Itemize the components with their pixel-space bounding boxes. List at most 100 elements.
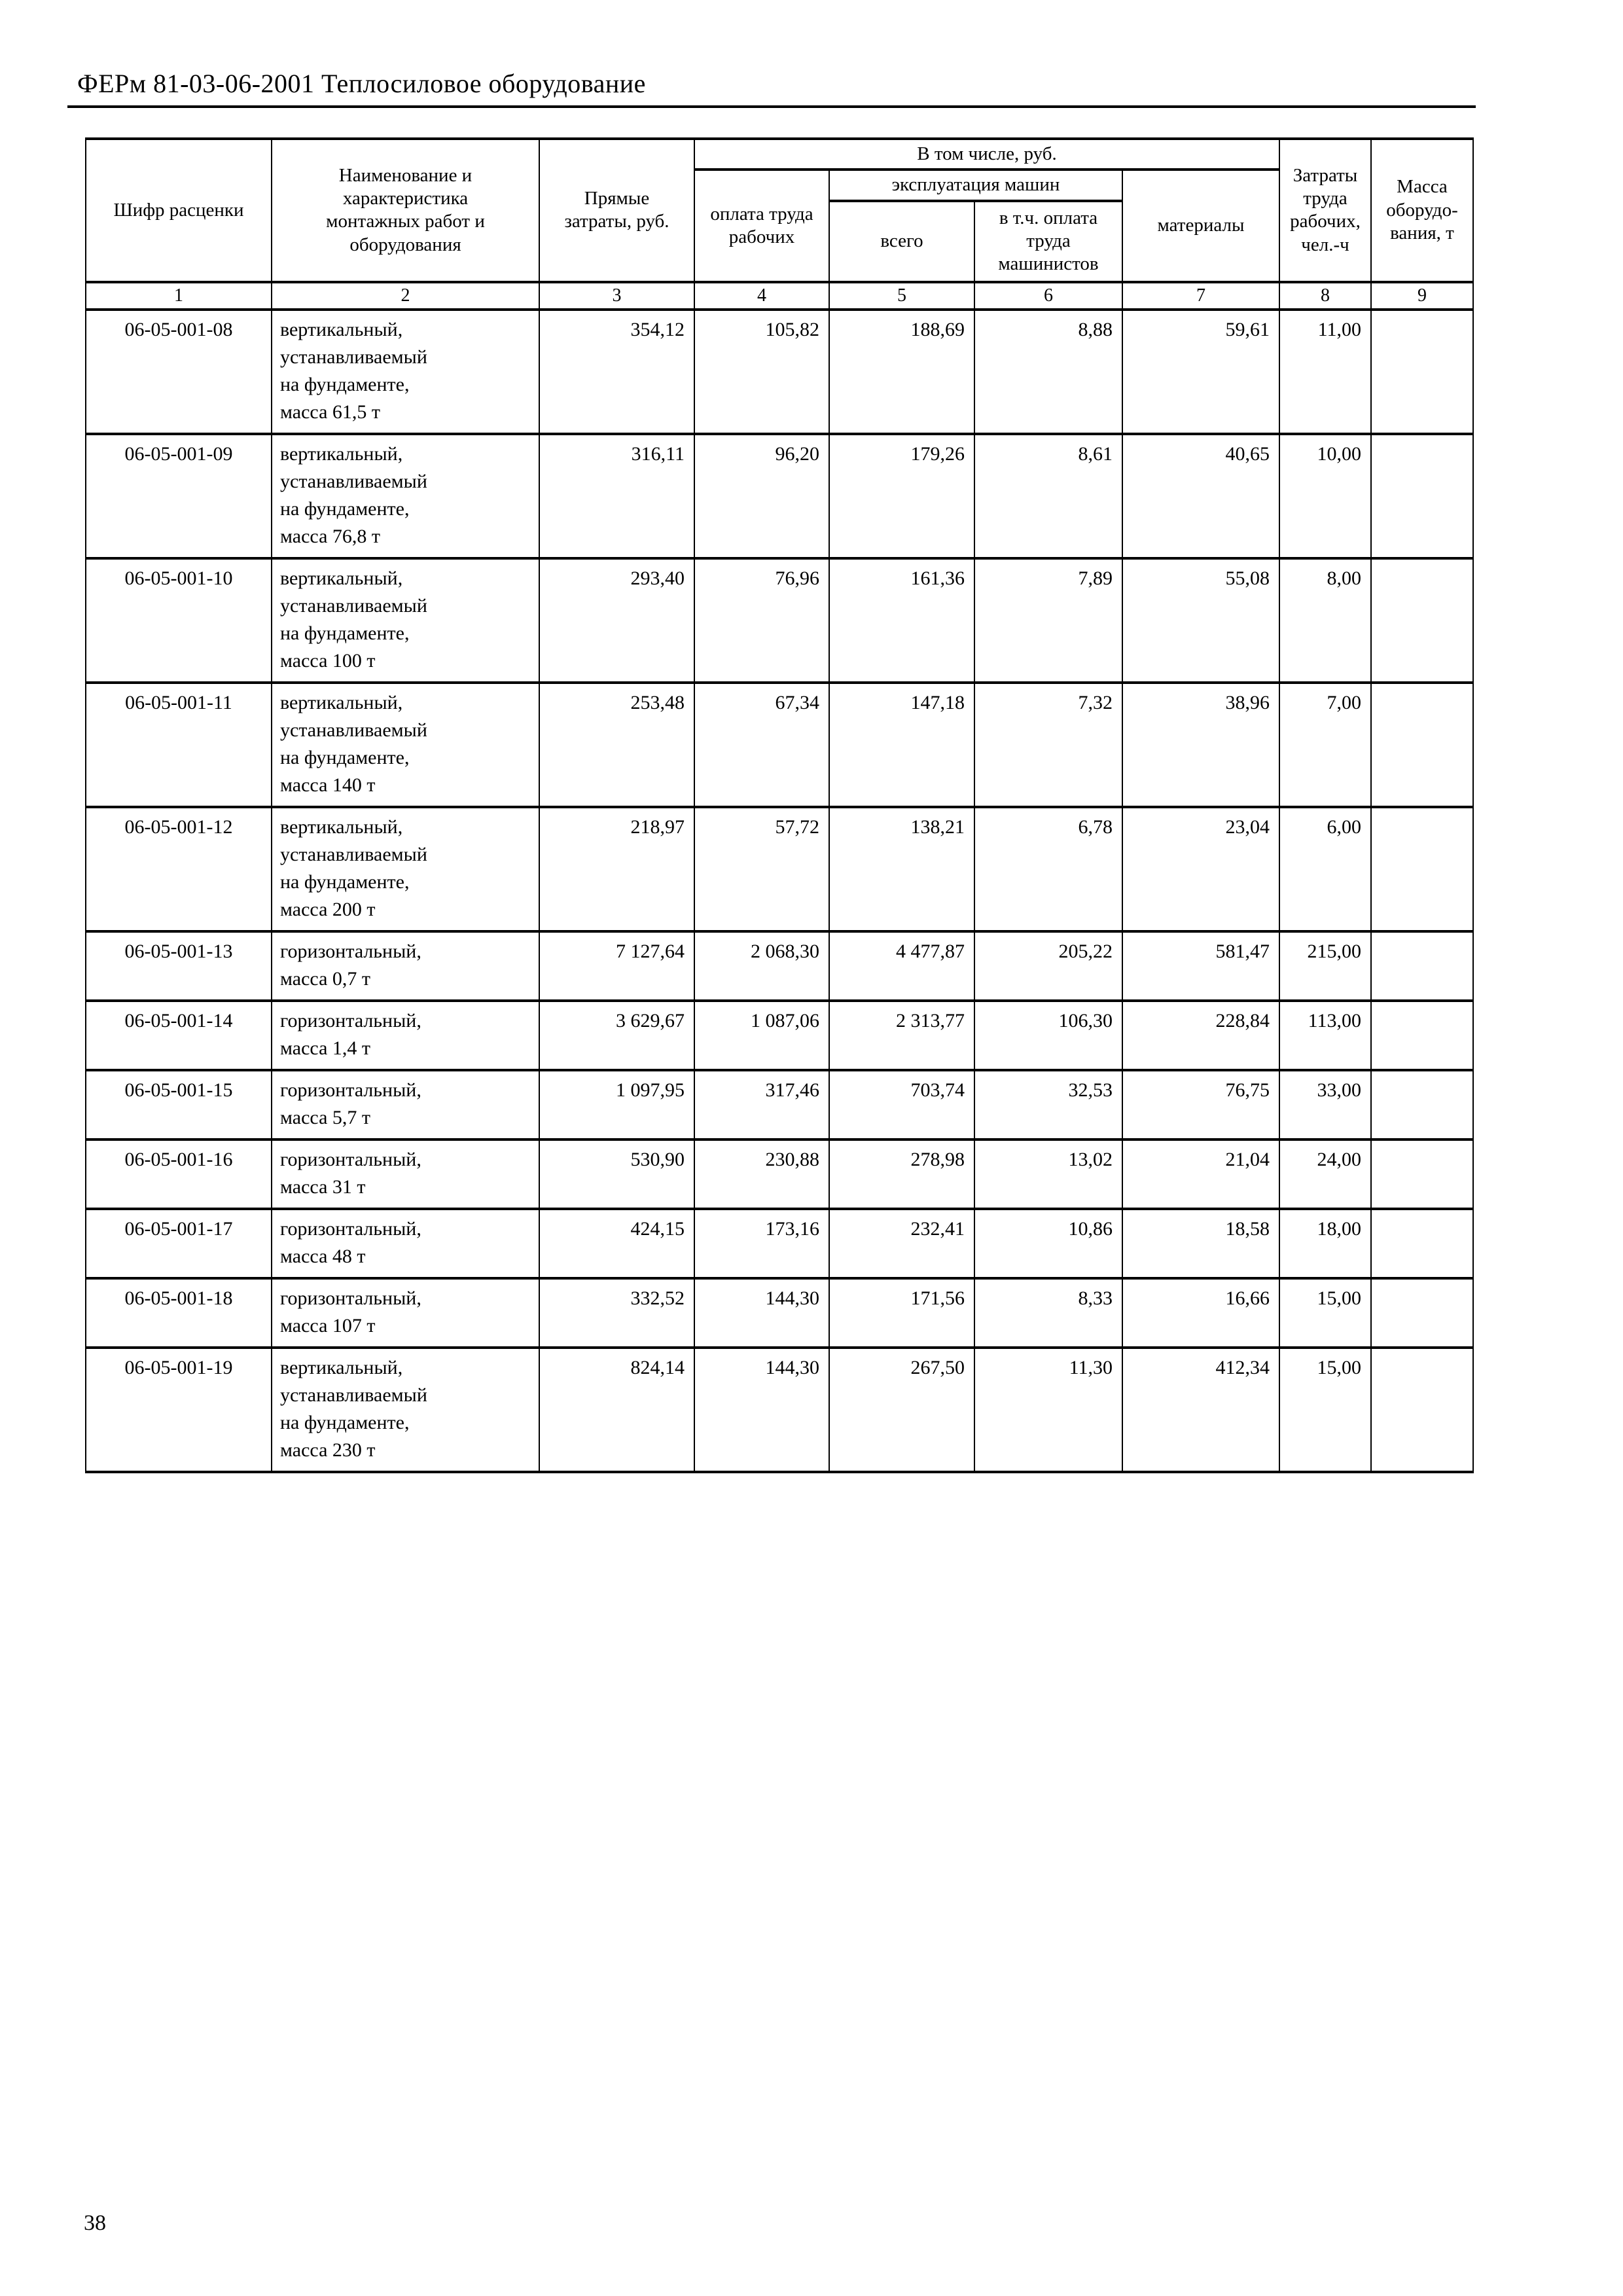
- materials-cell: 55,08: [1122, 556, 1280, 684]
- rate-code-cell: 06-05-001-09: [85, 432, 272, 560]
- col-header-direct-costs: Прямые затраты, руб.: [539, 137, 695, 283]
- rates-table: Шифр расценки Наименование и характерист…: [85, 137, 1474, 1473]
- machines-total-cell: 147,18: [829, 681, 975, 808]
- machinists-pay-cell: 8,33: [974, 1276, 1123, 1349]
- workers-pay-cell: 317,46: [694, 1068, 830, 1141]
- labor-hours-cell: 10,00: [1279, 432, 1372, 560]
- machinists-pay-cell: 7,89: [974, 556, 1123, 684]
- machinists-pay-cell: 7,32: [974, 681, 1123, 808]
- table-row: 06-05-001-17 горизонтальный, масса 48 т …: [85, 1207, 1474, 1280]
- direct-costs-cell: 332,52: [539, 1276, 695, 1349]
- rate-code-cell: 06-05-001-10: [85, 556, 272, 684]
- workers-pay-cell: 1 087,06: [694, 999, 830, 1071]
- machines-total-cell: 161,36: [829, 556, 975, 684]
- table-row: 06-05-001-15 горизонтальный, масса 5,7 т…: [85, 1068, 1474, 1141]
- table-row: 06-05-001-10 вертикальный, устанавливаем…: [85, 556, 1474, 684]
- document-header-title: ФЕРм 81-03-06-2001 Теплосиловое оборудов…: [77, 69, 646, 98]
- col-header-labor-hours: Затраты труда рабочих, чел.-ч: [1279, 137, 1372, 283]
- col-header-equipment-mass: Масса оборудо- вания, т: [1370, 137, 1474, 283]
- header-rule: [67, 105, 1476, 108]
- column-number-9: 9: [1370, 280, 1474, 311]
- equipment-mass-cell: [1370, 308, 1474, 435]
- page-number: 38: [84, 2211, 106, 2235]
- workers-pay-cell: 230,88: [694, 1138, 830, 1210]
- column-number-5: 5: [829, 280, 975, 311]
- rate-code-cell: 06-05-001-13: [85, 929, 272, 1002]
- col-group-machines-operation: эксплуатация машин: [829, 168, 1123, 202]
- machinists-pay-cell: 8,61: [974, 432, 1123, 560]
- description-cell: вертикальный, устанавливаемый на фундаме…: [271, 432, 540, 560]
- description-cell: горизонтальный, масса 48 т: [271, 1207, 540, 1280]
- machines-total-cell: 138,21: [829, 805, 975, 933]
- table-row: 06-05-001-12 вертикальный, устанавливаем…: [85, 805, 1474, 933]
- machines-total-cell: 188,69: [829, 308, 975, 435]
- labor-hours-cell: 113,00: [1279, 999, 1372, 1071]
- direct-costs-cell: 824,14: [539, 1346, 695, 1473]
- materials-cell: 59,61: [1122, 308, 1280, 435]
- rate-code-cell: 06-05-001-11: [85, 681, 272, 808]
- rate-code-cell: 06-05-001-19: [85, 1346, 272, 1473]
- workers-pay-cell: 144,30: [694, 1276, 830, 1349]
- equipment-mass-cell: [1370, 1346, 1474, 1473]
- machinists-pay-cell: 10,86: [974, 1207, 1123, 1280]
- description-cell: горизонтальный, масса 0,7 т: [271, 929, 540, 1002]
- machines-total-cell: 179,26: [829, 432, 975, 560]
- labor-hours-cell: 15,00: [1279, 1346, 1372, 1473]
- machinists-pay-cell: 106,30: [974, 999, 1123, 1071]
- equipment-mass-cell: [1370, 1068, 1474, 1141]
- workers-pay-cell: 67,34: [694, 681, 830, 808]
- rate-code-cell: 06-05-001-08: [85, 308, 272, 435]
- column-number-7: 7: [1122, 280, 1280, 311]
- direct-costs-cell: 354,12: [539, 308, 695, 435]
- column-number-6: 6: [974, 280, 1123, 311]
- column-numbering-row: 1 2 3 4 5 6 7 8 9: [85, 280, 1474, 311]
- table-row: 06-05-001-16 горизонтальный, масса 31 т …: [85, 1138, 1474, 1210]
- materials-cell: 38,96: [1122, 681, 1280, 808]
- workers-pay-cell: 57,72: [694, 805, 830, 933]
- workers-pay-cell: 2 068,30: [694, 929, 830, 1002]
- machines-total-cell: 2 313,77: [829, 999, 975, 1071]
- col-header-rate-code: Шифр расценки: [85, 137, 272, 283]
- materials-cell: 581,47: [1122, 929, 1280, 1002]
- column-number-1: 1: [85, 280, 272, 311]
- direct-costs-cell: 530,90: [539, 1138, 695, 1210]
- workers-pay-cell: 173,16: [694, 1207, 830, 1280]
- description-cell: вертикальный, устанавливаемый на фундаме…: [271, 681, 540, 808]
- direct-costs-cell: 424,15: [539, 1207, 695, 1280]
- machines-total-cell: 278,98: [829, 1138, 975, 1210]
- labor-hours-cell: 33,00: [1279, 1068, 1372, 1141]
- table-row: 06-05-001-14 горизонтальный, масса 1,4 т…: [85, 999, 1474, 1071]
- description-cell: горизонтальный, масса 31 т: [271, 1138, 540, 1210]
- materials-cell: 412,34: [1122, 1346, 1280, 1473]
- materials-cell: 21,04: [1122, 1138, 1280, 1210]
- labor-hours-cell: 6,00: [1279, 805, 1372, 933]
- rate-code-cell: 06-05-001-15: [85, 1068, 272, 1141]
- materials-cell: 40,65: [1122, 432, 1280, 560]
- equipment-mass-cell: [1370, 1207, 1474, 1280]
- table-row: 06-05-001-11 вертикальный, устанавливаем…: [85, 681, 1474, 808]
- machines-total-cell: 4 477,87: [829, 929, 975, 1002]
- machinists-pay-cell: 205,22: [974, 929, 1123, 1002]
- description-cell: вертикальный, устанавливаемый на фундаме…: [271, 556, 540, 684]
- labor-hours-cell: 11,00: [1279, 308, 1372, 435]
- direct-costs-cell: 7 127,64: [539, 929, 695, 1002]
- machinists-pay-cell: 6,78: [974, 805, 1123, 933]
- column-number-2: 2: [271, 280, 540, 311]
- col-header-machines-total: всего: [829, 199, 975, 283]
- column-number-4: 4: [694, 280, 830, 311]
- labor-hours-cell: 7,00: [1279, 681, 1372, 808]
- equipment-mass-cell: [1370, 432, 1474, 560]
- labor-hours-cell: 15,00: [1279, 1276, 1372, 1349]
- equipment-mass-cell: [1370, 681, 1474, 808]
- col-header-machinists-pay: в т.ч. оплата труда машинистов: [974, 199, 1123, 283]
- machines-total-cell: 171,56: [829, 1276, 975, 1349]
- direct-costs-cell: 253,48: [539, 681, 695, 808]
- materials-cell: 16,66: [1122, 1276, 1280, 1349]
- col-header-work-name: Наименование и характеристика монтажных …: [271, 137, 540, 283]
- machines-total-cell: 232,41: [829, 1207, 975, 1280]
- col-header-workers-pay: оплата труда рабочих: [694, 168, 830, 283]
- materials-cell: 18,58: [1122, 1207, 1280, 1280]
- materials-cell: 23,04: [1122, 805, 1280, 933]
- equipment-mass-cell: [1370, 556, 1474, 684]
- col-group-including-rub: В том числе, руб.: [694, 137, 1280, 171]
